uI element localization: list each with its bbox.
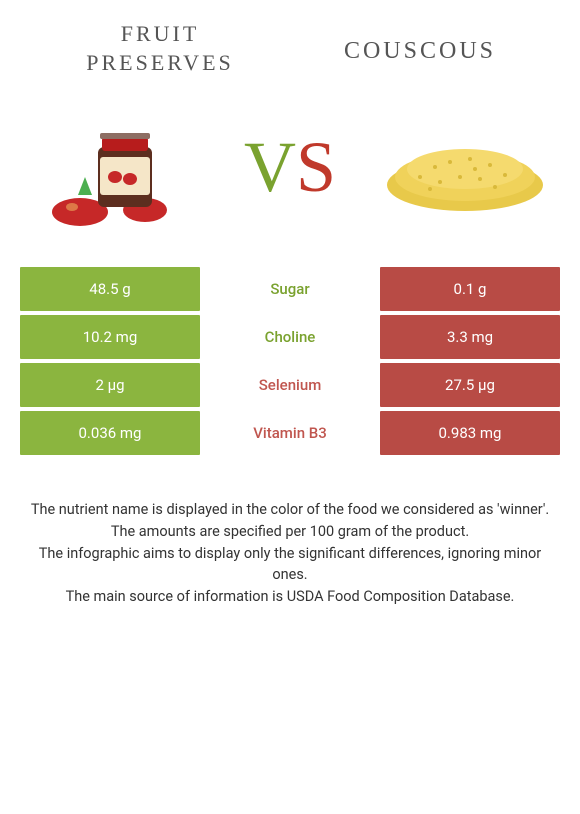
left-food-title: FRUIT PRESERVES <box>60 20 260 77</box>
footer-line: The amounts are specified per 100 gram o… <box>20 521 560 543</box>
left-value-cell: 10.2 mg <box>20 315 200 359</box>
footer-line: The infographic aims to display only the… <box>20 543 560 587</box>
nutrient-name-cell: Sugar <box>200 267 380 311</box>
table-row: 10.2 mgCholine3.3 mg <box>20 315 560 359</box>
left-food-image <box>30 107 200 227</box>
footer-notes: The nutrient name is displayed in the co… <box>0 459 580 608</box>
left-value-cell: 0.036 mg <box>20 411 200 455</box>
vs-s: S <box>296 127 336 207</box>
right-value-cell: 0.1 g <box>380 267 560 311</box>
vs-v: V <box>244 127 296 207</box>
right-food-title: COUSCOUS <box>320 20 520 77</box>
footer-line: The nutrient name is displayed in the co… <box>20 499 560 521</box>
table-row: 48.5 gSugar0.1 g <box>20 267 560 311</box>
right-value-cell: 0.983 mg <box>380 411 560 455</box>
nutrient-name-cell: Selenium <box>200 363 380 407</box>
nutrient-name-cell: Vitamin B3 <box>200 411 380 455</box>
right-food-image <box>380 107 550 227</box>
nutrient-name-cell: Choline <box>200 315 380 359</box>
footer-line: The main source of information is USDA F… <box>20 586 560 608</box>
table-row: 0.036 mgVitamin B30.983 mg <box>20 411 560 455</box>
comparison-table: 48.5 gSugar0.1 g10.2 mgCholine3.3 mg2 µg… <box>0 267 580 455</box>
right-value-cell: 27.5 µg <box>380 363 560 407</box>
images-row: VS <box>0 77 580 267</box>
right-value-cell: 3.3 mg <box>380 315 560 359</box>
left-value-cell: 48.5 g <box>20 267 200 311</box>
vs-label: VS <box>244 126 336 209</box>
left-value-cell: 2 µg <box>20 363 200 407</box>
table-row: 2 µgSelenium27.5 µg <box>20 363 560 407</box>
header-row: FRUIT PRESERVES COUSCOUS <box>0 0 580 77</box>
